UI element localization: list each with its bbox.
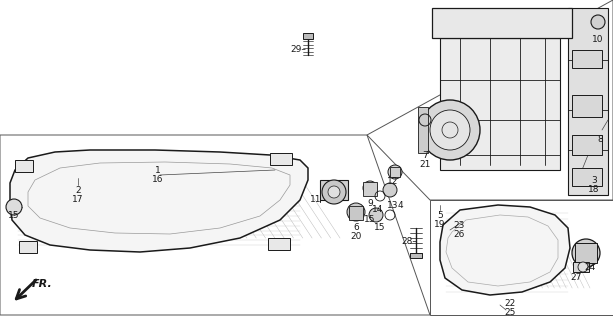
Text: 22
25: 22 25 — [504, 299, 516, 317]
Text: 6
20: 6 20 — [350, 223, 362, 241]
Circle shape — [369, 208, 383, 222]
Bar — [572, 50, 602, 68]
Text: 2
17: 2 17 — [72, 186, 84, 204]
Circle shape — [347, 203, 365, 221]
Text: 15: 15 — [8, 211, 20, 220]
Bar — [573, 262, 589, 272]
Bar — [303, 33, 313, 39]
Text: 4: 4 — [397, 201, 403, 210]
Text: 8: 8 — [597, 135, 603, 145]
Text: 10: 10 — [592, 36, 604, 44]
Circle shape — [322, 180, 346, 204]
Bar — [268, 238, 290, 250]
Circle shape — [578, 245, 594, 261]
Text: 27: 27 — [570, 274, 582, 283]
Text: 1
16: 1 16 — [152, 166, 164, 184]
Bar — [575, 243, 597, 263]
Circle shape — [572, 239, 600, 267]
Polygon shape — [440, 205, 570, 295]
Bar — [418, 107, 428, 153]
Bar — [320, 180, 348, 200]
Bar — [410, 253, 422, 258]
Text: 13: 13 — [387, 201, 398, 210]
Circle shape — [363, 181, 377, 195]
Circle shape — [388, 165, 402, 179]
Bar — [349, 206, 363, 220]
Text: 3
18: 3 18 — [588, 176, 600, 194]
Circle shape — [578, 262, 588, 272]
Text: 29–: 29– — [290, 45, 306, 54]
Text: 12: 12 — [387, 178, 398, 187]
Circle shape — [591, 15, 605, 29]
Circle shape — [6, 199, 22, 215]
Text: 15: 15 — [375, 223, 386, 233]
Text: 14: 14 — [372, 205, 384, 214]
Circle shape — [430, 110, 470, 150]
Text: 23
26: 23 26 — [453, 221, 465, 239]
Polygon shape — [568, 8, 608, 195]
Text: 28–: 28– — [401, 237, 417, 246]
Text: FR.: FR. — [32, 279, 53, 289]
Bar — [19, 241, 37, 253]
Text: 24: 24 — [584, 263, 596, 273]
Circle shape — [328, 186, 340, 198]
Bar — [270, 153, 292, 165]
Text: 15: 15 — [364, 215, 376, 225]
Bar — [572, 95, 602, 117]
Bar — [15, 160, 33, 172]
Circle shape — [420, 100, 480, 160]
Bar — [572, 135, 602, 155]
Bar — [572, 168, 602, 186]
Text: 5
19: 5 19 — [434, 211, 446, 229]
Polygon shape — [440, 38, 560, 170]
Text: 9: 9 — [367, 199, 373, 209]
Bar — [432, 8, 572, 38]
Text: 11: 11 — [310, 196, 322, 204]
Text: 7
21: 7 21 — [419, 151, 431, 169]
Bar — [390, 167, 400, 177]
Bar — [363, 182, 377, 196]
Circle shape — [383, 183, 397, 197]
Polygon shape — [10, 150, 308, 252]
